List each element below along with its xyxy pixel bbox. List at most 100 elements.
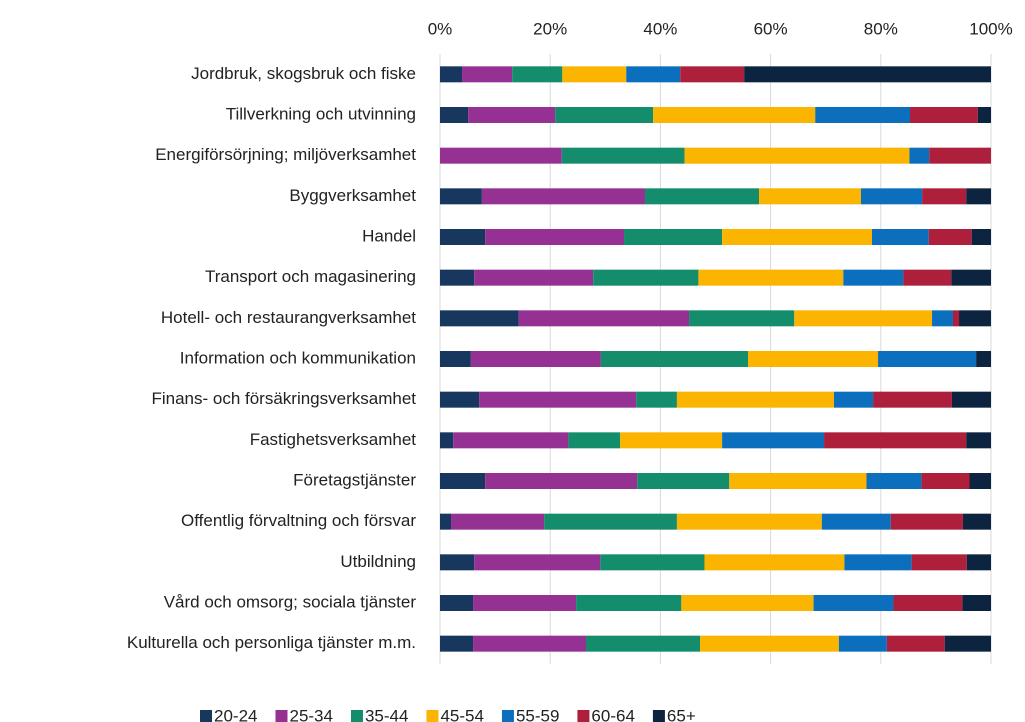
bar-segment <box>813 595 894 611</box>
bar-segment <box>921 473 970 489</box>
bar-segment <box>700 635 839 652</box>
bar-segment <box>886 635 945 652</box>
bar-segment <box>644 188 760 205</box>
bar-segment <box>624 229 723 245</box>
bar-segment <box>600 554 705 571</box>
bar-segment <box>966 432 991 449</box>
bar-segment <box>681 595 814 611</box>
bar-segment <box>440 229 486 245</box>
bar-segment <box>971 229 991 245</box>
bar-segment <box>833 391 874 408</box>
bar-segment <box>440 595 474 611</box>
bar-segment <box>470 351 601 367</box>
bar-segment <box>759 188 861 205</box>
bar-segment <box>440 147 562 164</box>
bar-segment <box>951 391 991 408</box>
bar-segment <box>653 107 816 123</box>
bar-segment <box>684 147 910 164</box>
bar-segment <box>600 351 749 367</box>
bar-segment <box>440 554 475 571</box>
legend-swatch <box>426 710 439 722</box>
bar-segment <box>676 391 834 408</box>
bar-segment <box>440 351 471 367</box>
bar-segment <box>824 432 967 449</box>
bar-segment <box>844 554 912 571</box>
bar-segment <box>698 269 844 286</box>
bar-segment <box>871 229 929 245</box>
y-tick-label: Energiförsörjning; miljöverksamhet <box>155 145 416 164</box>
bar-segment <box>903 269 952 286</box>
bar-segment <box>474 554 601 571</box>
bar-segment <box>518 310 690 327</box>
legend-label: 45-54 <box>440 706 483 722</box>
legend-label: 20-24 <box>214 706 257 722</box>
bar-segment <box>911 554 967 571</box>
bar-segment <box>561 147 685 164</box>
legend-swatch <box>200 710 212 722</box>
bar-segment <box>689 310 795 327</box>
bar-segment <box>637 473 730 489</box>
y-tick-label: Jordbruk, skogsbruk och fiske <box>191 64 416 83</box>
bar-segment <box>893 595 963 611</box>
bar-segment <box>473 635 587 652</box>
legend-label: 25-34 <box>289 706 332 722</box>
y-tick-label: Information och kommunikation <box>180 348 416 367</box>
y-tick-label: Byggverksamhet <box>289 186 416 205</box>
bar-segment <box>468 107 556 123</box>
x-tick-label: 60% <box>754 19 788 38</box>
bar-segment <box>748 351 879 367</box>
x-tick-label: 80% <box>864 19 898 38</box>
bar-segment <box>928 229 972 245</box>
bar-segment <box>440 635 474 652</box>
bar-segment <box>676 513 822 530</box>
y-tick-label: Kulturella och personliga tjänster m.m. <box>127 633 416 652</box>
bar-segment <box>722 432 825 449</box>
x-tick-label: 20% <box>533 19 567 38</box>
bar-segment <box>440 310 519 327</box>
legend-label: 55-59 <box>516 706 559 722</box>
legend-swatch <box>275 710 288 722</box>
y-tick-label: Transport och magasinering <box>205 267 416 286</box>
bar-segment <box>512 66 563 83</box>
bar-segment <box>878 351 977 367</box>
bar-segment <box>440 432 454 449</box>
bar-segment <box>910 107 978 123</box>
y-tick-label: Tillverkning och utvinning <box>226 104 416 123</box>
bar-segment <box>932 310 953 327</box>
bar-segment <box>969 473 991 489</box>
bar-segment <box>722 229 872 245</box>
bar-segment <box>922 188 967 205</box>
bar-segment <box>440 269 475 286</box>
x-tick-label: 0% <box>428 19 453 38</box>
bar-segment <box>636 391 677 408</box>
legend-swatch <box>350 710 363 722</box>
bar-segment <box>976 351 991 367</box>
bar-segment <box>843 269 904 286</box>
bar-segment <box>729 473 867 489</box>
bar-segment <box>562 66 627 83</box>
x-tick-label: 40% <box>643 19 677 38</box>
bar-segment <box>909 147 930 164</box>
bar-segment <box>481 188 645 205</box>
bar-segment <box>453 432 569 449</box>
bar-segment <box>440 107 469 123</box>
bar-segment <box>962 595 991 611</box>
legend-swatch <box>577 710 590 722</box>
bar-segment <box>966 554 991 571</box>
y-tick-label: Fastighetsverksamhet <box>250 430 417 449</box>
bar-segment <box>568 432 621 449</box>
legend-label: 60-64 <box>591 706 634 722</box>
y-tick-label: Finans- och försäkringsverksamhet <box>151 389 416 408</box>
bar-segment <box>794 310 933 327</box>
y-tick-label: Företagstjänster <box>293 470 416 489</box>
bar-segment <box>485 229 625 245</box>
bar-segment <box>440 513 452 530</box>
bar-segment <box>680 66 745 83</box>
bar-segment <box>485 473 638 489</box>
bar-segment <box>959 310 991 327</box>
legend-swatch <box>501 710 514 722</box>
legend-label: 65+ <box>667 706 696 722</box>
bar-segment <box>890 513 963 530</box>
bar-segment <box>555 107 654 123</box>
